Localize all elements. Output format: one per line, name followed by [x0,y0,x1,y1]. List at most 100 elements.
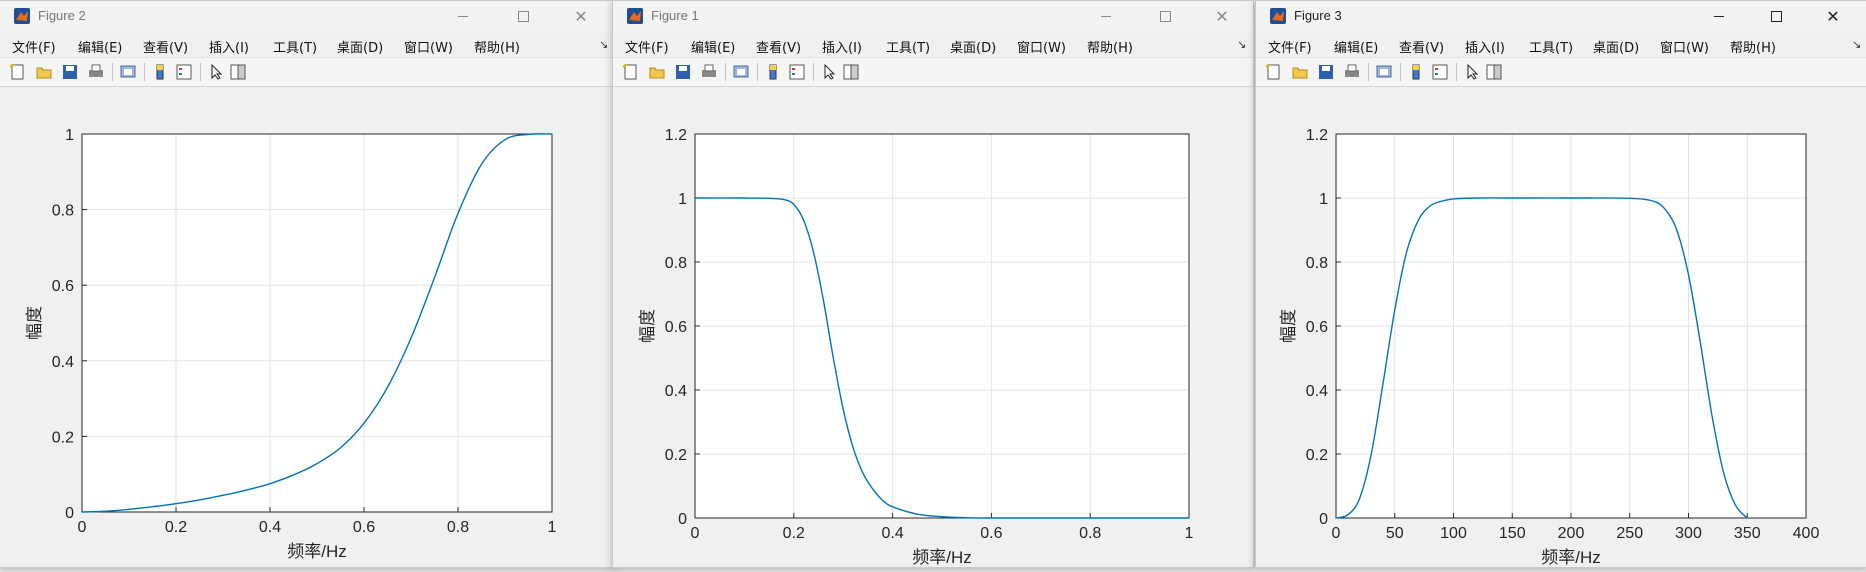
menu-item[interactable]: 窗口(W) [404,41,453,56]
close-button[interactable]: ✕ [1810,1,1856,31]
menu-bar: 文件(F) 编辑(E) 查看(V) 插入(I) 工具(T) 桌面(D) 窗口(W) 帮助(H)… [0,31,614,57]
y-tick-label: 1 [1319,191,1328,208]
toolbar-separator [1368,63,1369,81]
y-tick-label: 0 [1319,511,1328,528]
toolbar-separator [112,63,113,81]
colorbar-icon[interactable] [765,64,781,80]
minimize-button[interactable] [440,1,486,31]
menu-item[interactable]: 查看(V) [143,41,189,56]
y-axis-label: 幅度 [25,306,44,340]
maximize-button[interactable] [1142,1,1188,31]
plot-svg: 0 0.2 0.4 0.6 0.8 1 0 0.2 0.4 0.6 0.8 1 1.2 频率/Hz 幅度 [638,127,1194,567]
menu-item[interactable]: 桌面(D) [1593,41,1640,56]
figure-1-window[interactable]: Figure 1 ✕ 文件(F) 编辑(E) 查看(V) 插入(I) 工具(T) 桌面(D… [612,0,1254,568]
menu-item[interactable]: 工具(T) [1529,41,1574,56]
title-bar[interactable]: Figure 3 ✕ [1256,1,1866,31]
menu-item[interactable]: 编辑(E) [691,41,736,56]
toolbar [0,57,614,87]
title-bar[interactable]: Figure 2 ✕ [0,1,614,31]
maximize-icon [1770,10,1782,22]
arrow-cursor-icon[interactable] [208,63,224,80]
save-icon[interactable] [675,64,691,80]
print-icon[interactable] [701,64,717,80]
toolbar-separator [725,63,726,81]
legend-icon[interactable] [789,64,805,80]
y-tick-label: 0.4 [1306,383,1328,400]
minimize-button[interactable] [1083,1,1129,31]
menu-item[interactable]: 窗口(W) [1017,41,1066,56]
colorbar-icon[interactable] [1408,64,1424,80]
menu-item[interactable]: 编辑(E) [78,41,123,56]
arrow-cursor-icon[interactable] [821,63,837,80]
menu-item[interactable]: 插入(I) [1465,41,1505,56]
print-icon[interactable] [1344,64,1360,80]
legend-icon[interactable] [176,64,192,80]
x-tick-label: 0.8 [447,519,469,536]
open-file-icon[interactable] [36,64,52,80]
menu-item[interactable]: 窗口(W) [1660,41,1709,56]
y-axis-label: 幅度 [1279,309,1298,343]
property-inspector-icon[interactable] [843,64,859,80]
print-icon[interactable] [88,64,104,80]
y-tick-label: 0.6 [52,278,74,295]
x-tick-label: 250 [1616,525,1643,542]
menu-overflow-icon[interactable]: ↘ [1237,38,1247,51]
menu-overflow-icon[interactable]: ↘ [1852,38,1862,51]
menu-item[interactable]: 帮助(H) [474,41,520,56]
y-tick-label: 0.2 [665,447,687,464]
x-tick-label: 0 [78,519,87,536]
link-plot-icon[interactable] [1376,64,1392,80]
save-icon[interactable] [62,64,78,80]
new-figure-icon[interactable] [1265,63,1282,80]
figure-canvas: 0 0.2 0.4 0.6 0.8 1 0 0.2 0.4 0.6 0.8 1 频率/Hz 幅度 [0,87,614,567]
menu-item[interactable]: 插入(I) [209,41,249,56]
close-button[interactable]: ✕ [558,1,604,31]
menu-overflow-icon[interactable]: ↘ [599,38,609,51]
menu-item[interactable]: 文件(F) [1268,41,1312,56]
property-inspector-icon[interactable] [1486,64,1502,80]
legend-icon[interactable] [1432,64,1448,80]
y-tick-label: 0.2 [1306,447,1328,464]
open-file-icon[interactable] [1292,64,1308,80]
close-button[interactable]: ✕ [1199,1,1245,31]
x-tick-label: 50 [1386,525,1404,542]
x-axis-label: 频率/Hz [1541,548,1601,567]
property-inspector-icon[interactable] [230,64,246,80]
x-tick-label: 200 [1558,525,1585,542]
maximize-button[interactable] [500,1,546,31]
menu-item[interactable]: 工具(T) [886,41,931,56]
menu-bar: 文件(F) 编辑(E) 查看(V) 插入(I) 工具(T) 桌面(D) 窗口(W) 帮助(H)… [613,31,1253,57]
menu-item[interactable]: 查看(V) [756,41,802,56]
menu-item[interactable]: 文件(F) [625,41,669,56]
y-tick-label: 1.2 [665,127,687,144]
maximize-button[interactable] [1753,1,1799,31]
link-plot-icon[interactable] [120,64,136,80]
menu-item[interactable]: 插入(I) [822,41,862,56]
plot-svg: 0 0.2 0.4 0.6 0.8 1 0 0.2 0.4 0.6 0.8 1 频率/Hz 幅度 [25,127,557,561]
toolbar-separator [1400,63,1401,81]
minimize-button[interactable] [1696,1,1742,31]
y-tick-label: 1 [65,127,74,144]
menu-item[interactable]: 桌面(D) [337,41,384,56]
colorbar-icon[interactable] [152,64,168,80]
new-figure-icon[interactable] [9,63,26,80]
arrow-cursor-icon[interactable] [1464,63,1480,80]
toolbar-separator [757,63,758,81]
figure-3-window[interactable]: Figure 3 ✕ 文件(F) 编辑(E) 查看(V) 插入(I) 工具(T) 桌面(D… [1255,0,1866,568]
new-figure-icon[interactable] [622,63,639,80]
title-bar[interactable]: Figure 1 ✕ [613,1,1253,31]
menu-item[interactable]: 查看(V) [1399,41,1445,56]
menu-item[interactable]: 文件(F) [12,41,56,56]
menu-item[interactable]: 工具(T) [273,41,318,56]
open-file-icon[interactable] [649,64,665,80]
save-icon[interactable] [1318,64,1334,80]
x-tick-label: 1 [1185,525,1194,542]
link-plot-icon[interactable] [733,64,749,80]
menu-bar: 文件(F) 编辑(E) 查看(V) 插入(I) 工具(T) 桌面(D) 窗口(W) 帮助(H)… [1256,31,1866,57]
menu-item[interactable]: 编辑(E) [1334,41,1379,56]
x-tick-label: 0.8 [1079,525,1101,542]
menu-item[interactable]: 帮助(H) [1087,41,1133,56]
menu-item[interactable]: 桌面(D) [950,41,997,56]
menu-item[interactable]: 帮助(H) [1730,41,1776,56]
figure-2-window[interactable]: Figure 2 ✕ 文件(F) 编辑(E) 查看(V) 插入(I) 工具(T) 桌面(D… [0,0,615,568]
